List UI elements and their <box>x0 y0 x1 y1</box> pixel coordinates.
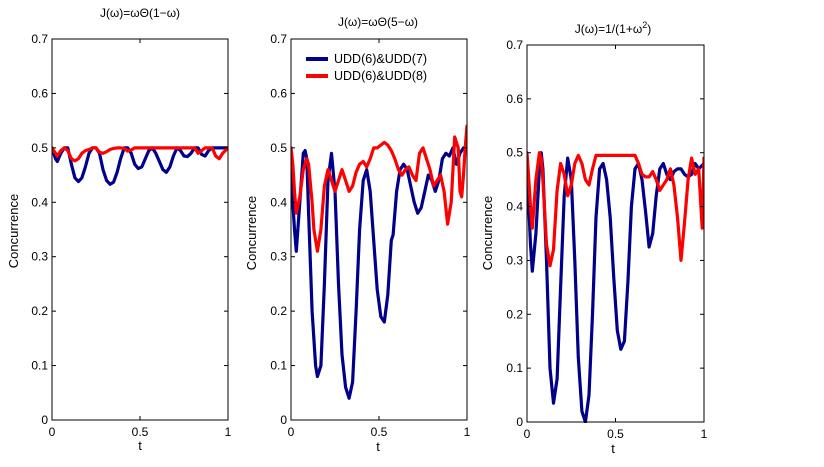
panel-2-ylabel: Concurrence <box>244 196 259 270</box>
series-line-2 <box>291 124 467 253</box>
x-tick-label: 0.5 <box>607 427 624 441</box>
panel-3-ylabel: Concurrence <box>480 196 495 270</box>
y-tick-label: 0.7 <box>31 32 48 46</box>
legend-label-series-2: UDD(6)&UDD(8) <box>334 69 427 83</box>
panel-1: J(ω)=ωΘ(1−ω) 0 0.1 0.2 0.3 0.4 0.5 0.6 0.7 0 0.5 1… <box>6 6 232 453</box>
x-tick-label: 0 <box>288 425 295 439</box>
axes-frame <box>290 38 468 421</box>
y-tick-label: 0.6 <box>270 86 287 100</box>
panel-1-title: J(ω)=ωΘ(1−ω) <box>100 6 180 20</box>
series-line-1 <box>527 151 704 423</box>
panel-2-xlabel: t <box>376 439 380 454</box>
y-tick-label: 0.2 <box>270 304 287 318</box>
y-tick-label: 0.4 <box>270 195 287 209</box>
panel-1-ylabel: Concurrence <box>6 194 21 268</box>
series-line-2 <box>52 146 228 163</box>
x-tick-label: 0.5 <box>132 425 149 439</box>
y-tick-label: 0.3 <box>506 253 523 267</box>
y-tick-label: 0.1 <box>270 359 287 373</box>
y-tick-label: 0.7 <box>506 38 523 52</box>
y-tick-label: 0.6 <box>506 92 523 106</box>
y-tick-label: 0.3 <box>270 250 287 264</box>
x-tick-label: 0 <box>49 425 56 439</box>
panel-3-xlabel: t <box>611 441 615 456</box>
panel-3-title: J(ω)=1/(1+ω2) <box>575 20 651 36</box>
y-tick-label: 0.6 <box>31 86 48 100</box>
y-tick-label: 0.1 <box>31 359 48 373</box>
y-tick-label: 0 <box>516 415 523 429</box>
x-tick-label: 0 <box>524 427 531 441</box>
y-tick-label: 0.4 <box>506 200 523 214</box>
y-tick-label: 0.3 <box>31 250 48 264</box>
legend-label-series-1: UDD(6)&UDD(7) <box>334 52 427 66</box>
series-line-1 <box>291 146 467 400</box>
axes-frame <box>51 38 229 421</box>
y-tick-label: 0.4 <box>31 195 48 209</box>
y-tick-label: 0 <box>41 413 48 427</box>
x-tick-label: 1 <box>464 425 471 439</box>
panel-3: 0 0.1 0.2 0.3 0.4 0.5 0.6 0.7 0 0.5 1 t Concurrenc… <box>480 38 708 456</box>
y-tick-label: 0.7 <box>270 32 287 46</box>
panel-2-title: J(ω)=ωΘ(5−ω) <box>338 15 418 29</box>
y-tick-label: 0.2 <box>506 307 523 321</box>
panel-1-xlabel: t <box>138 438 142 453</box>
y-tick-label: 0.5 <box>506 146 523 160</box>
x-tick-label: 1 <box>225 425 232 439</box>
legend: UDD(6)&UDD(7) UDD(6)&UDD(8) <box>306 52 427 83</box>
series-line-1 <box>52 146 228 186</box>
x-tick-label: 0.5 <box>371 425 388 439</box>
panel-2: J(ω)=ωΘ(5−ω) 0 0.1 0.2 0.3 0.4 0.5 0.6 0.7 0 0.5 1… <box>244 15 471 454</box>
y-tick-label: 0.5 <box>31 141 48 155</box>
series-line-2 <box>527 151 704 268</box>
x-tick-label: 1 <box>701 427 708 441</box>
y-tick-label: 0.1 <box>506 361 523 375</box>
y-tick-label: 0.2 <box>31 304 48 318</box>
y-tick-label: 0.5 <box>270 141 287 155</box>
y-tick-label: 0 <box>280 413 287 427</box>
